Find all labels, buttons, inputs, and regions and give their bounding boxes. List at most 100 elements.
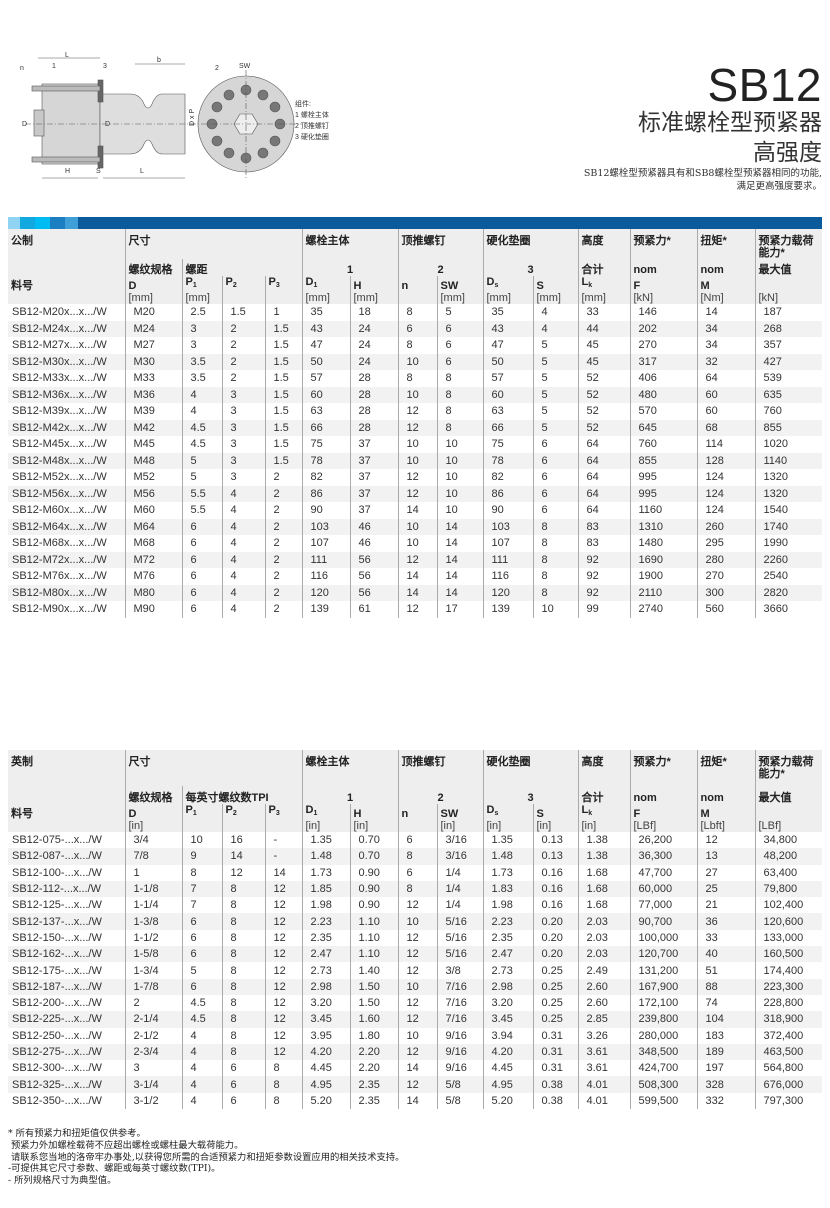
value-cell: 223,300 — [754, 978, 822, 995]
value-cell: 645 — [629, 419, 697, 436]
value-cell: 0.13 — [532, 832, 578, 849]
part-number: SB12-M27x...x.../W — [12, 339, 107, 352]
value-cell: 1160 — [629, 502, 697, 519]
value-cell: 56 — [349, 568, 398, 585]
value-cell: 202 — [629, 320, 697, 337]
value-cell: 5 — [181, 452, 222, 469]
table-row: SB12-M45x...x.../W M45 4.5 3 1.5 75 37 10 10 75 6 6… — [8, 436, 822, 453]
table-row: SB12-175-...x.../W 1-3/4 5 8 12 2.73 1.40 12 3/8… — [8, 962, 822, 979]
value-cell: 1.48 — [482, 848, 533, 865]
part-number: SB12-M60x...x.../W — [12, 504, 107, 517]
value-cell: 82 — [301, 469, 350, 486]
value-cell: 4.95 — [301, 1076, 350, 1093]
product-name: 标准螺栓型预紧器 — [638, 109, 822, 135]
value-cell: 260 — [696, 518, 755, 535]
value-cell: 1/4 — [436, 897, 483, 914]
part-number: SB12-087-...x.../W — [8, 848, 125, 865]
value-cell: 676,000 — [754, 1076, 822, 1093]
value-cell: 34 — [696, 337, 755, 354]
value-cell: 1.35 — [301, 832, 350, 849]
value-cell: 10 — [436, 436, 483, 453]
drawing-labels: n L 1 3 b 2 SW D D D x P H S L 组件: 1 螺栓主… — [20, 52, 329, 175]
table-row: SB12-M36x...x.../W M36 4 3 1.5 60 28 10 8 60 5 52 48… — [8, 386, 822, 403]
value-cell: 1/4 — [436, 880, 483, 898]
value-cell: 116 — [301, 568, 350, 585]
part-number: SB12-M20x...x.../W — [12, 306, 107, 319]
value-cell: 12 — [264, 1043, 302, 1061]
value-cell: 0.16 — [532, 880, 578, 898]
value-cell: 1.5 — [264, 452, 302, 469]
part-number: SB12-300-...x.../W — [12, 1062, 102, 1075]
table-row: SB12-M68x...x.../W M68 6 4 2 107 46 10 14 107 8 83 1… — [8, 535, 822, 552]
bar-segment — [8, 217, 20, 229]
value-cell: 1/4 — [436, 864, 483, 881]
legend-title: 组件: — [295, 99, 311, 108]
part-number: SB12-325-...x.../W — [8, 1076, 125, 1093]
value-cell: 77,000 — [629, 897, 697, 914]
value-cell: 120 — [301, 584, 350, 601]
value-cell: 270 — [696, 568, 755, 585]
table-row: SB12-M20x...x.../W M20 2.5 1.5 1 35 18 8 5 35 4 33 1… — [8, 304, 822, 321]
value-cell: 100,000 — [629, 929, 697, 947]
value-cell: 0.70 — [349, 848, 398, 865]
symbol-subscript: s — [494, 810, 499, 817]
value-cell: 120 — [482, 584, 533, 601]
table-row: SB12-M27x...x.../W M27 3 2 1.5 47 24 8 6 47 5 45 270… — [8, 337, 822, 354]
footnote-line: 请联系您当地的洛帝牢办事处,以获得您所需的合适预紧力和扭矩参数设置应用的相关技术… — [8, 1151, 405, 1163]
bar-segment — [50, 217, 65, 229]
component-number: 2 — [397, 786, 483, 804]
symbol: n — [401, 808, 409, 820]
value-cell: 46 — [349, 535, 398, 552]
part-number: SB12-187-...x.../W — [8, 978, 125, 995]
value-cell: 0.13 — [532, 848, 578, 865]
value-cell: 1.5 — [264, 436, 302, 453]
value-cell: 1020 — [754, 436, 822, 453]
part-number: SB12-M72x...x.../W — [8, 551, 125, 568]
part-number: SB12-M42x...x.../W — [8, 419, 125, 436]
symbol: S — [536, 280, 544, 292]
symbol: H — [353, 808, 362, 820]
value-cell: M48 — [124, 452, 182, 469]
value-cell: M20 — [124, 304, 182, 321]
value-cell: 5.5 — [181, 485, 222, 502]
value-cell: 8 — [397, 337, 437, 354]
value-cell: 2.60 — [577, 994, 630, 1012]
value-cell: 3660 — [754, 601, 822, 618]
value-cell: 33 — [696, 929, 755, 947]
value-cell: 8 — [532, 535, 578, 552]
value-cell: 37 — [349, 469, 398, 486]
value-cell: 10 — [397, 978, 437, 995]
value-cell: 406 — [629, 370, 697, 387]
value-cell: 12 — [397, 419, 437, 436]
value-cell: 2 — [221, 353, 265, 370]
value-cell: 1.5 — [264, 320, 302, 337]
value-cell: 6 — [397, 832, 437, 849]
value-cell: 2.35 — [349, 1092, 398, 1110]
value-cell: 2.03 — [577, 929, 630, 947]
symbol-header: M — [696, 276, 755, 292]
value-cell: 103 — [482, 518, 533, 535]
unit-label: [mm] — [532, 292, 578, 304]
value-cell: 7 — [181, 897, 222, 914]
description-line: 满足更高强度要求。 — [736, 181, 822, 192]
symbol-subscript: 2 — [232, 810, 237, 817]
part-number: SB12-M36x...x.../W — [8, 386, 125, 403]
value-cell: 174,400 — [754, 962, 822, 979]
empty-cell — [8, 292, 125, 304]
part-number: SB12-175-...x.../W — [12, 964, 102, 977]
unit-label: [Lbft] — [696, 820, 755, 832]
value-cell: 4 — [221, 502, 265, 519]
pitch-header: 每英寸螺纹数TPI — [181, 786, 302, 804]
value-cell: 103 — [301, 518, 350, 535]
value-cell: 1.68 — [577, 880, 630, 898]
symbol-header: D — [124, 804, 182, 820]
value-cell: 10 — [397, 353, 437, 370]
value-cell: 12 — [397, 485, 437, 502]
value-cell: 5 — [436, 304, 483, 321]
symbol-header: P2 — [221, 804, 265, 820]
value-cell: 2.98 — [301, 978, 350, 995]
value-cell: 2.03 — [577, 913, 630, 930]
column-group-header: 硬化垫圈 — [482, 750, 578, 786]
value-cell: 47 — [301, 337, 350, 354]
value-cell: 32 — [696, 353, 755, 370]
